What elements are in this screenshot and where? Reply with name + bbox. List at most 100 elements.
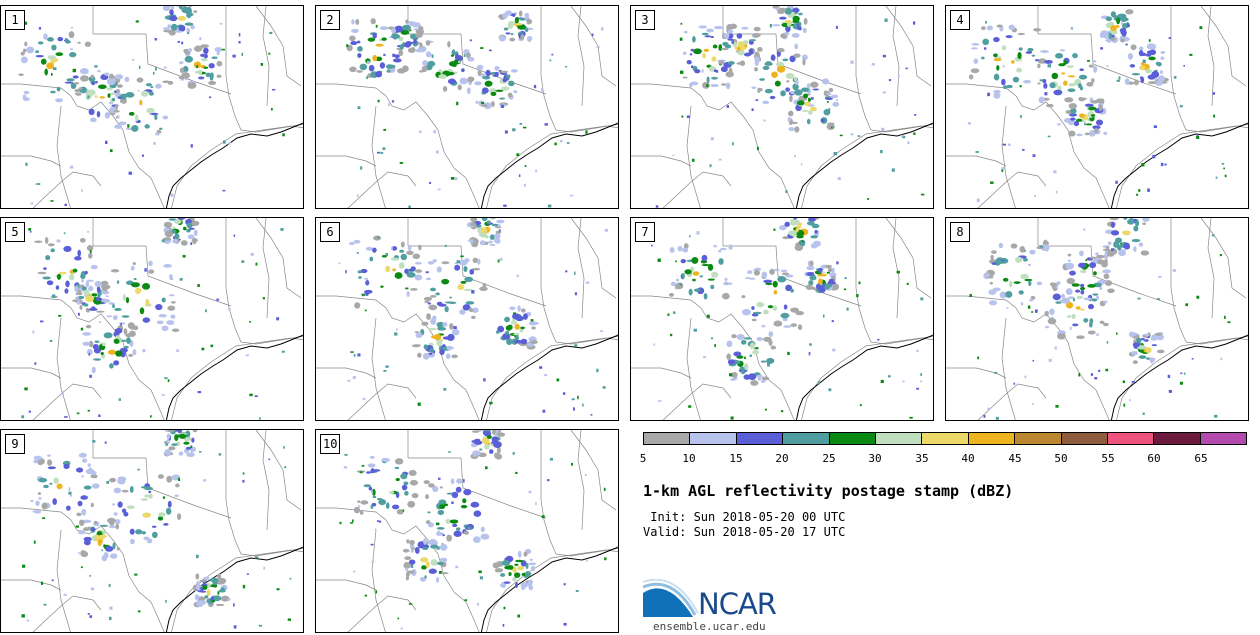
radar-echo (512, 13, 516, 17)
radar-echo (1020, 302, 1024, 306)
radar-echo (1142, 59, 1146, 64)
radar-echo (428, 352, 433, 355)
radar-echo (385, 265, 391, 273)
state-border (171, 549, 303, 632)
radar-echo (508, 21, 517, 25)
radar-echo (471, 315, 476, 320)
radar-echo (1066, 277, 1076, 285)
radar-echo (542, 409, 546, 413)
radar-echo (807, 218, 817, 222)
state-border (371, 317, 386, 420)
radar-echo (78, 552, 80, 555)
radar-echo (144, 494, 150, 498)
radar-echo (51, 579, 54, 582)
radar-echo (90, 74, 95, 79)
state-border (946, 295, 1110, 420)
radar-echo (280, 228, 284, 231)
radar-echo (456, 101, 459, 106)
radar-echo (501, 559, 511, 566)
radar-echo (485, 69, 491, 77)
radar-echo (1025, 51, 1033, 54)
radar-echo (756, 374, 764, 378)
radar-echo (480, 47, 484, 49)
radar-echo (755, 99, 759, 101)
radar-echo (190, 144, 193, 148)
radar-echo (727, 29, 734, 34)
state-border (1001, 317, 1016, 420)
radar-echo (338, 262, 341, 265)
radar-echo (586, 559, 588, 562)
radar-echo (23, 90, 30, 95)
valid-time: Valid: Sun 2018-05-20 17 UTC (643, 525, 846, 539)
radar-echo (511, 313, 520, 320)
radar-echo (833, 152, 837, 156)
radar-echo (113, 487, 122, 494)
radar-echo (425, 51, 432, 58)
state-border (631, 295, 795, 420)
radar-echo (391, 246, 398, 251)
radar-echo (725, 82, 731, 90)
radar-echo (795, 310, 805, 316)
radar-echo (1138, 355, 1147, 359)
radar-echo (544, 123, 548, 126)
radar-echo (421, 65, 428, 72)
radar-echo (559, 139, 563, 143)
radar-echo (238, 41, 241, 44)
radar-echo (50, 248, 55, 253)
radar-echo (1168, 37, 1172, 39)
radar-echo (260, 63, 264, 66)
radar-echo (790, 307, 800, 313)
radar-echo (166, 320, 175, 326)
radar-echo (828, 278, 835, 283)
radar-echo (166, 475, 173, 483)
radar-echo (128, 171, 133, 175)
radar-echo (254, 395, 258, 398)
radar-echo (706, 76, 710, 84)
radar-echo (435, 150, 439, 154)
radar-echo (34, 511, 42, 514)
radar-echo (89, 117, 97, 123)
radar-echo (482, 87, 489, 94)
radar-echo (670, 281, 677, 287)
radar-echo (95, 310, 105, 313)
radar-echo (29, 230, 32, 233)
radar-echo (47, 454, 51, 457)
radar-echo (445, 353, 451, 360)
radar-echo (681, 115, 684, 118)
radar-echo (496, 432, 506, 437)
radar-echo (820, 118, 825, 123)
radar-echo (811, 223, 820, 229)
radar-echo (80, 327, 84, 331)
radar-echo (174, 219, 182, 224)
radar-echo (360, 500, 369, 505)
state-border (870, 335, 933, 345)
radar-echo (1156, 61, 1162, 67)
radar-echo (1127, 53, 1133, 60)
radar-echo (109, 606, 113, 610)
radar-echo (1055, 285, 1058, 289)
radar-echo (1120, 38, 1125, 43)
radar-echo (1028, 280, 1032, 287)
radar-echo (439, 504, 446, 510)
radar-echo (778, 7, 787, 12)
radar-echo (515, 471, 518, 475)
radar-echo (1070, 26, 1073, 29)
state-border (32, 595, 102, 632)
radar-echo (796, 23, 800, 26)
radar-echo (364, 277, 369, 280)
state-border (977, 171, 1047, 208)
radar-echo (986, 25, 993, 31)
radar-echo (427, 511, 431, 514)
panel-number: 5 (5, 222, 25, 242)
radar-echo (149, 113, 151, 115)
radar-echo (513, 312, 517, 315)
radar-echo (35, 500, 40, 506)
radar-echo (106, 480, 110, 484)
radar-echo (782, 58, 789, 62)
radar-echo (55, 52, 64, 57)
radar-echo (867, 198, 870, 200)
radar-echo (520, 326, 526, 330)
radar-echo (365, 246, 373, 251)
radar-echo (782, 318, 788, 322)
radar-echo (370, 505, 374, 509)
